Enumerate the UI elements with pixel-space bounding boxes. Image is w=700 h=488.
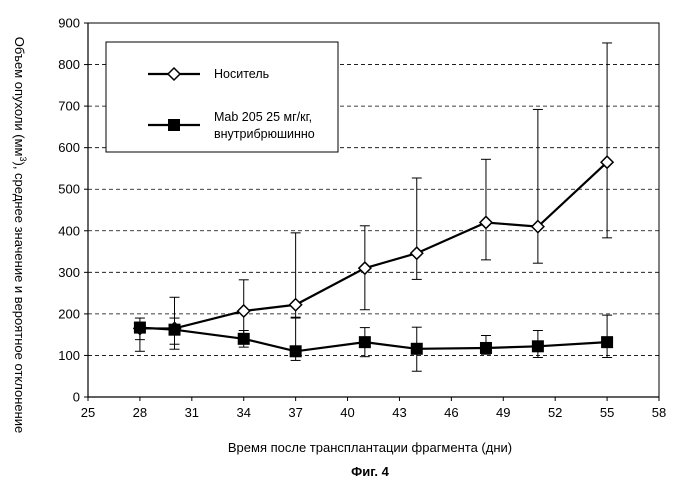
x-tick-label-49: 49 <box>496 405 510 420</box>
marker-square-0 <box>134 322 146 334</box>
x-axis-title: Время после трансплантации фрагмента (дн… <box>228 440 512 455</box>
y-tick-labels: 0 100 200 300 400 500 600 700 800 900 <box>58 16 80 405</box>
y-tick-label-600: 600 <box>58 140 80 155</box>
y-tick-label-700: 700 <box>58 99 80 114</box>
legend: Носитель Mab 205 25 мг/кг, внутрибрюшинн… <box>106 42 338 152</box>
x-tick-label-34: 34 <box>236 405 250 420</box>
marker-diamond-6 <box>480 216 492 228</box>
x-tick-label-28: 28 <box>133 405 147 420</box>
x-tick-label-25: 25 <box>81 405 95 420</box>
y-tick-label-400: 400 <box>58 223 80 238</box>
marker-square-4 <box>359 336 371 348</box>
x-tick-label-58: 58 <box>652 405 666 420</box>
series-line-0 <box>140 162 607 328</box>
x-tick-label-43: 43 <box>392 405 406 420</box>
y-tick-label-300: 300 <box>58 265 80 280</box>
marker-square-1 <box>169 324 181 336</box>
series-markers <box>134 156 613 357</box>
legend-label-vehicle: Носитель <box>214 67 269 81</box>
x-tick-label-31: 31 <box>185 405 199 420</box>
y-tick-label-800: 800 <box>58 57 80 72</box>
y-tick-label-200: 200 <box>58 306 80 321</box>
y-axis-title: Объем опухоли (мм3), среднее значение и … <box>12 37 28 434</box>
marker-square-5 <box>411 343 423 355</box>
marker-diamond-2 <box>238 305 250 317</box>
y-tick-label-0: 0 <box>73 390 80 405</box>
x-tick-label-46: 46 <box>444 405 458 420</box>
legend-label-mab-line1: Mab 205 25 мг/кг, <box>214 110 312 124</box>
legend-marker-mab <box>168 119 180 131</box>
marker-square-3 <box>290 345 302 357</box>
y-tick-label-100: 100 <box>58 348 80 363</box>
x-tick-label-52: 52 <box>548 405 562 420</box>
marker-square-6 <box>480 342 492 354</box>
y-tick-label-900: 900 <box>58 16 80 31</box>
legend-label-mab-line2: внутрибрюшинно <box>214 127 315 141</box>
x-tick-label-40: 40 <box>340 405 354 420</box>
x-tick-labels: 25 28 31 34 37 40 43 46 49 52 55 58 <box>81 405 666 420</box>
x-tick-label-37: 37 <box>288 405 302 420</box>
marker-square-2 <box>238 333 250 345</box>
x-tick-label-55: 55 <box>600 405 614 420</box>
series-lines <box>140 162 607 351</box>
marker-diamond-5 <box>411 247 423 259</box>
figure-caption: Фиг. 4 <box>351 464 389 479</box>
marker-square-8 <box>601 336 613 348</box>
y-tick-label-500: 500 <box>58 182 80 197</box>
marker-diamond-3 <box>290 299 302 311</box>
marker-square-7 <box>532 340 544 352</box>
